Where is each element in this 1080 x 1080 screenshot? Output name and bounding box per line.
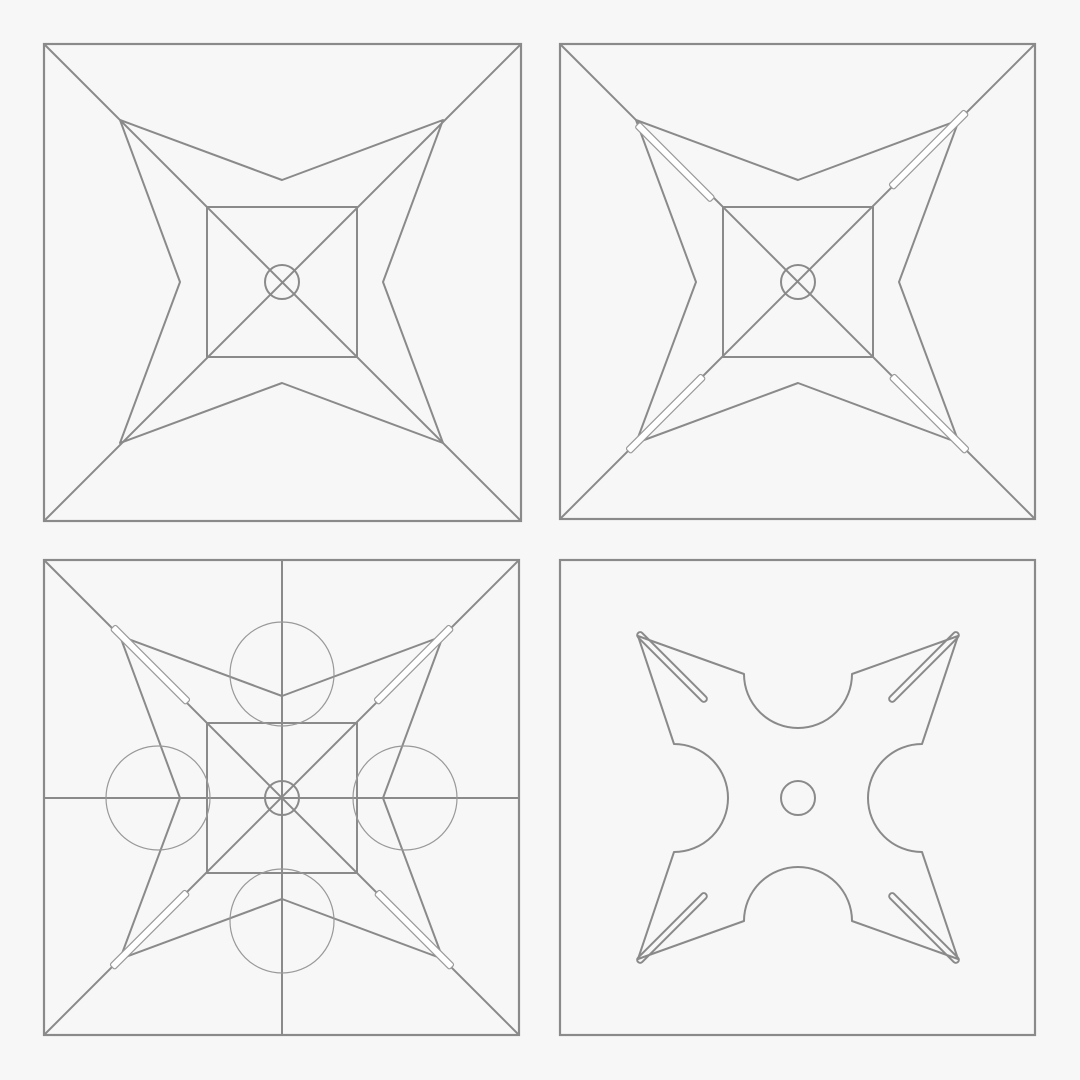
slot <box>888 631 960 703</box>
slot <box>373 624 454 705</box>
panel-step-2 <box>558 42 1037 521</box>
slot <box>888 892 960 964</box>
edge-circle-right <box>352 745 458 851</box>
center-hole <box>780 780 816 816</box>
star-outline <box>119 119 444 444</box>
slot <box>374 889 455 970</box>
corner-slots <box>109 624 455 970</box>
center-hole <box>264 264 300 300</box>
panel-step-1 <box>42 42 523 523</box>
inner-square <box>206 722 358 874</box>
center-hole <box>264 780 300 816</box>
inner-square <box>722 206 874 358</box>
square-frame <box>558 558 1037 1037</box>
corner-slots <box>625 109 970 454</box>
edge-circles <box>105 621 458 974</box>
slot <box>110 624 191 705</box>
corner-slots <box>636 631 960 964</box>
panel-step-4 <box>558 558 1037 1037</box>
slot <box>109 889 190 970</box>
midlines <box>43 559 520 1036</box>
center-hole <box>780 264 816 300</box>
square-frame <box>42 42 523 523</box>
edge-circle-top <box>229 621 335 727</box>
edge-circle-left <box>105 745 211 851</box>
inner-square <box>206 206 358 358</box>
slot <box>635 122 715 202</box>
slot <box>636 892 708 964</box>
slot <box>636 631 708 703</box>
square-frame <box>558 42 1037 521</box>
panel-step-3 <box>42 558 521 1037</box>
edge-circle-bottom <box>229 868 335 974</box>
diagonal-lines <box>43 43 522 522</box>
slot <box>888 109 969 190</box>
slot <box>889 373 970 454</box>
slot <box>625 373 706 454</box>
